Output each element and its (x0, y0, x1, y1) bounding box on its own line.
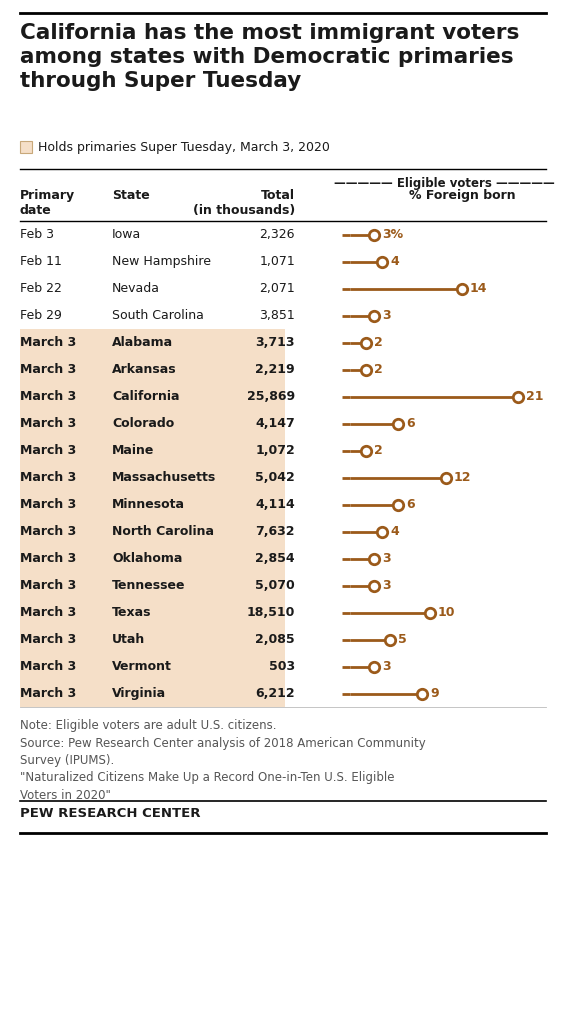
Text: March 3: March 3 (20, 552, 76, 565)
Text: Arkansas: Arkansas (112, 363, 177, 376)
Text: 2: 2 (374, 336, 383, 349)
Text: 7,632: 7,632 (255, 525, 295, 538)
Text: March 3: March 3 (20, 471, 76, 484)
Text: 2,854: 2,854 (255, 552, 295, 565)
Text: Colorado: Colorado (112, 417, 174, 430)
Text: 2: 2 (374, 363, 383, 376)
Text: Feb 22: Feb 22 (20, 282, 62, 295)
Text: Maine: Maine (112, 444, 155, 457)
Text: Feb 11: Feb 11 (20, 255, 62, 268)
Text: 3%: 3% (382, 228, 403, 241)
Text: North Carolina: North Carolina (112, 525, 214, 538)
Text: 2,326: 2,326 (259, 228, 295, 241)
Text: Iowa: Iowa (112, 228, 142, 241)
Text: Feb 29: Feb 29 (20, 309, 62, 322)
Text: 6: 6 (406, 498, 415, 512)
Text: 10: 10 (438, 606, 456, 619)
Text: March 3: March 3 (20, 633, 76, 646)
Text: 18,510: 18,510 (247, 606, 295, 619)
Text: March 3: March 3 (20, 336, 76, 349)
Text: Vermont: Vermont (112, 660, 172, 673)
Text: ————— Eligible voters —————: ————— Eligible voters ————— (333, 177, 554, 190)
Text: 4: 4 (390, 525, 399, 538)
Text: 3: 3 (382, 579, 391, 592)
Text: 1,071: 1,071 (259, 255, 295, 268)
Text: Nevada: Nevada (112, 282, 160, 295)
Text: 4,147: 4,147 (255, 417, 295, 430)
Text: 25,869: 25,869 (247, 390, 295, 403)
Text: March 3: March 3 (20, 444, 76, 457)
Text: 1,072: 1,072 (255, 444, 295, 457)
Text: 4: 4 (390, 255, 399, 268)
Text: 3,851: 3,851 (259, 309, 295, 322)
Text: 503: 503 (269, 660, 295, 673)
Text: Oklahoma: Oklahoma (112, 552, 182, 565)
Text: Tennessee: Tennessee (112, 579, 186, 592)
Text: March 3: March 3 (20, 390, 76, 403)
Text: 5,070: 5,070 (255, 579, 295, 592)
Text: 2,219: 2,219 (255, 363, 295, 376)
Text: 14: 14 (470, 282, 487, 295)
Text: March 3: March 3 (20, 525, 76, 538)
Text: Primary
date: Primary date (20, 189, 75, 217)
Text: 2,085: 2,085 (255, 633, 295, 646)
Text: 5,042: 5,042 (255, 471, 295, 484)
Text: Note: Eligible voters are adult U.S. citizens.
Source: Pew Research Center analy: Note: Eligible voters are adult U.S. cit… (20, 719, 426, 802)
Bar (20, 329, 285, 707)
Text: March 3: March 3 (20, 417, 76, 430)
Text: Total
(in thousands): Total (in thousands) (193, 189, 295, 217)
Text: Texas: Texas (112, 606, 152, 619)
Text: 3: 3 (382, 309, 391, 322)
Text: March 3: March 3 (20, 498, 76, 512)
Text: 3,713: 3,713 (255, 336, 295, 349)
Text: New Hampshire: New Hampshire (112, 255, 211, 268)
Text: 6,212: 6,212 (255, 687, 295, 700)
Text: Massachusetts: Massachusetts (112, 471, 216, 484)
Text: 3: 3 (382, 552, 391, 565)
Text: 2,071: 2,071 (259, 282, 295, 295)
Text: Utah: Utah (112, 633, 145, 646)
Text: March 3: March 3 (20, 606, 76, 619)
Text: California has the most immigrant voters
among states with Democratic primaries
: California has the most immigrant voters… (20, 23, 520, 91)
Text: Feb 3: Feb 3 (20, 228, 54, 241)
Text: California: California (112, 390, 179, 403)
Text: Minnesota: Minnesota (112, 498, 185, 512)
Text: March 3: March 3 (20, 363, 76, 376)
Text: PEW RESEARCH CENTER: PEW RESEARCH CENTER (20, 807, 200, 820)
Text: 3: 3 (382, 660, 391, 673)
Text: March 3: March 3 (20, 660, 76, 673)
Text: State: State (112, 189, 150, 202)
Text: 6: 6 (406, 417, 415, 430)
Bar (20, 141, 32, 153)
Text: 2: 2 (374, 444, 383, 457)
Text: 9: 9 (430, 687, 439, 700)
Text: Holds primaries Super Tuesday, March 3, 2020: Holds primaries Super Tuesday, March 3, … (38, 140, 330, 153)
Text: South Carolina: South Carolina (112, 309, 204, 322)
Text: % Foreign born: % Foreign born (409, 189, 515, 202)
Text: 5: 5 (398, 633, 407, 646)
Text: 21: 21 (526, 390, 543, 403)
Text: 12: 12 (454, 471, 471, 484)
Text: Alabama: Alabama (112, 336, 173, 349)
Text: 4,114: 4,114 (255, 498, 295, 512)
Text: March 3: March 3 (20, 687, 76, 700)
Text: March 3: March 3 (20, 579, 76, 592)
Text: Virginia: Virginia (112, 687, 166, 700)
